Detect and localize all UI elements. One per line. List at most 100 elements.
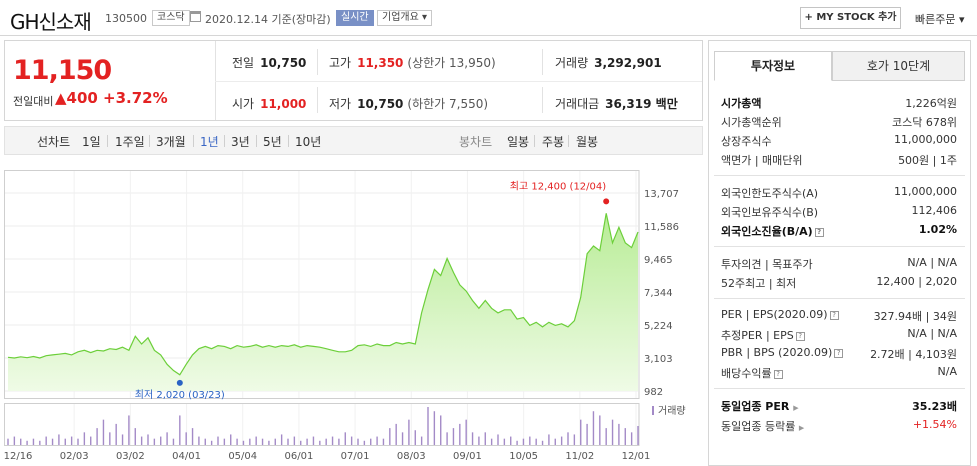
calendar-icon xyxy=(190,11,201,22)
help-icon[interactable]: ? xyxy=(773,369,783,379)
divider xyxy=(317,49,318,75)
price-line xyxy=(7,213,639,376)
x-tick-label: 07/01 xyxy=(341,451,370,462)
divider xyxy=(714,298,965,299)
caret-right-icon[interactable]: ▶ xyxy=(793,404,799,412)
open-price: 시가 11,000 xyxy=(232,97,307,111)
current-price: 11,150 xyxy=(13,55,112,86)
info-tabs: 투자정보 호가 10단계 xyxy=(714,51,965,81)
tab-orderbook[interactable]: 호가 10단계 xyxy=(832,51,965,81)
line-chart-label: 선차트 xyxy=(37,135,71,149)
company-name: GH신소재 xyxy=(10,10,92,34)
divider xyxy=(714,175,965,176)
chart-frame xyxy=(4,170,640,399)
y-tick-label: 3,103 xyxy=(644,354,673,365)
volume: 거래량 3,292,901 xyxy=(555,56,662,70)
base-date: 2020.12.14 기준(장마감) xyxy=(205,13,331,26)
high-point-marker xyxy=(603,198,610,205)
x-tick-label: 05/04 xyxy=(228,451,257,462)
period-10y[interactable]: 10년 xyxy=(295,135,322,149)
foreign-ratio-row: 외국인소진율(B/A)? 1.02% xyxy=(721,223,957,238)
diff-label: 전일대비 xyxy=(13,95,54,108)
trade-amount: 거래대금 36,319 백만 xyxy=(555,97,678,111)
period-5y[interactable]: 5년 xyxy=(263,135,282,149)
period-1d[interactable]: 1일 xyxy=(82,135,101,149)
company-info-dropdown[interactable]: 기업개요 ▾ xyxy=(377,10,432,26)
realtime-badge[interactable]: 실시간 xyxy=(336,10,374,26)
y-tick-label: 7,344 xyxy=(644,288,673,299)
low-price: 저가 10,750 (하한가 7,550) xyxy=(329,97,489,111)
x-tick-label: 09/01 xyxy=(453,451,482,462)
per-eps-row: PER | EPS(2020.09)? 327.94배 | 34원 xyxy=(721,308,957,323)
period-3m[interactable]: 3개월 xyxy=(156,135,186,149)
low-point-marker xyxy=(176,379,183,386)
x-tick-label: 11/02 xyxy=(565,451,594,462)
x-tick-label: 04/01 xyxy=(172,451,201,462)
foreign-limit-row: 외국인한도주식수(A) 11,000,000 xyxy=(721,185,957,200)
divider xyxy=(542,87,543,113)
market-badge: 코스닥 xyxy=(152,10,190,26)
x-tick-label: 08/03 xyxy=(397,451,426,462)
x-tick-label: 12/01 xyxy=(622,451,651,462)
y-tick-label: 13,707 xyxy=(644,189,679,200)
add-mystock-button[interactable]: + MY STOCK 추가 xyxy=(800,7,901,29)
caret-right-icon[interactable]: ▶ xyxy=(798,424,805,432)
low-annotation: 최저 2,020 (03/23) xyxy=(135,389,225,401)
help-icon[interactable]: ? xyxy=(795,331,805,341)
price-chart[interactable]: 13,707 11,586 9,465 7,344 5,224 3,103 982 12/16… xyxy=(4,160,703,466)
x-tick-label: 10/05 xyxy=(509,451,538,462)
par-value-row: 액면가 | 매매단위 500원 | 1주 xyxy=(721,154,957,167)
prev-close: 전일 10,750 xyxy=(232,56,307,70)
candle-monthly[interactable]: 월봉 xyxy=(576,135,599,149)
y-tick-label: 9,465 xyxy=(644,255,673,266)
stock-code: 130500 xyxy=(105,12,147,25)
chart-period-bar: 선차트 1일 1주일 3개월 1년 3년 5년 10년 봉차트 일봉 주봉 월봉 xyxy=(4,126,703,155)
opinion-row: 투자의견 | 목표주가 N/A | N/A xyxy=(721,256,957,271)
est-per-row: 추정PER | EPS? N/A | N/A xyxy=(721,327,957,342)
help-icon[interactable]: ? xyxy=(834,348,844,358)
investment-info-panel: 투자정보 호가 10단계 시가총액 1,226억원 시가총액순위 코스닥 678… xyxy=(708,40,971,466)
tab-investment-info[interactable]: 투자정보 xyxy=(714,51,832,81)
week52-row: 52주최고 | 최저 12,400 | 2,020 xyxy=(721,275,957,290)
sector-change-row: 동일업종 등락률 ▶ +1.54% xyxy=(721,418,957,433)
stock-header: GH신소재 130500 코스닥 2020.12.14 기준(장마감) 실시간 … xyxy=(0,0,977,36)
period-1y[interactable]: 1년 xyxy=(200,135,219,149)
diff-percent: +3.72% xyxy=(103,89,168,107)
y-tick-label: 5,224 xyxy=(644,321,673,332)
x-tick-label: 03/02 xyxy=(116,451,145,462)
y-tick-label: 982 xyxy=(644,387,663,398)
volume-frame xyxy=(4,403,640,446)
divider xyxy=(714,388,965,389)
price-summary: 11,150 전일대비 ▲400 +3.72% 전일 10,750 고가 11,35… xyxy=(4,40,703,121)
period-1w[interactable]: 1주일 xyxy=(115,135,145,149)
volume-label: 거래량 xyxy=(658,405,686,417)
diff-value: ▲400 xyxy=(55,89,98,107)
divider xyxy=(317,87,318,113)
help-icon[interactable]: ? xyxy=(829,310,839,320)
y-tick-label: 11,586 xyxy=(644,222,679,233)
volume-legend-swatch xyxy=(652,406,654,415)
dividend-yield-row: 배당수익률? N/A xyxy=(721,365,957,380)
market-cap-row: 시가총액 1,226억원 xyxy=(721,97,957,110)
candle-daily[interactable]: 일봉 xyxy=(507,135,530,149)
help-icon[interactable]: ? xyxy=(814,227,824,237)
high-annotation: 최고 12,400 (12/04) xyxy=(510,180,606,192)
quick-order-dropdown[interactable]: 빠른주문 ▾ xyxy=(915,13,965,26)
x-tick-label: 12/16 xyxy=(4,451,32,462)
divider xyxy=(215,41,216,120)
x-tick-label: 02/03 xyxy=(60,451,89,462)
foreign-holding-row: 외국인보유주식수(B) 112,406 xyxy=(721,204,957,219)
market-cap-rank-row: 시가총액순위 코스닥 678위 xyxy=(721,116,957,129)
listed-shares-row: 상장주식수 11,000,000 xyxy=(721,133,957,148)
divider xyxy=(714,246,965,247)
sector-per-row: 동일업종 PER ▶ 35.23배 xyxy=(721,400,957,413)
divider xyxy=(542,49,543,75)
candle-chart-label: 봉차트 xyxy=(459,135,493,149)
period-3y[interactable]: 3년 xyxy=(231,135,250,149)
x-tick-label: 06/01 xyxy=(284,451,313,462)
price-area xyxy=(8,213,638,391)
candle-weekly[interactable]: 주봉 xyxy=(542,135,565,149)
divider xyxy=(215,81,702,82)
high-price: 고가 11,350 (상한가 13,950) xyxy=(329,56,496,70)
